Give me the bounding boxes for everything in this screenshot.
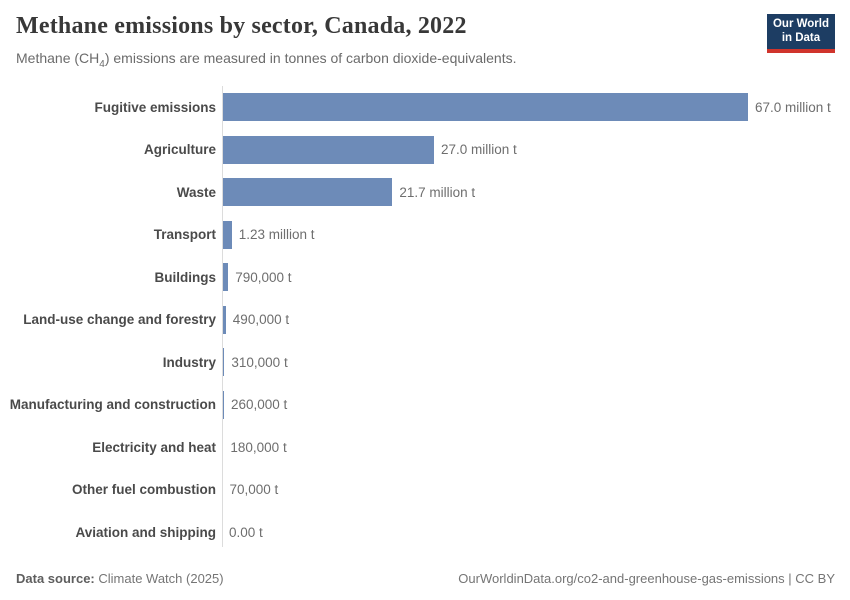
value-label: 27.0 million t: [441, 142, 517, 158]
category-label: Buildings: [154, 269, 217, 285]
subtitle-text-rest: ) emissions are measured in tonnes of ca…: [104, 50, 517, 66]
category-label: Agriculture: [143, 142, 216, 158]
bar[interactable]: [222, 220, 232, 249]
bar[interactable]: [222, 93, 748, 122]
chart-row: Other fuel combustion 70,000 t: [0, 469, 850, 512]
chart-row: Buildings 790,000 t: [0, 256, 850, 299]
value-label: 70,000 t: [229, 482, 279, 498]
value-label: 260,000 t: [231, 397, 288, 413]
bar[interactable]: [222, 305, 226, 334]
attribution-link[interactable]: OurWorldinData.org/co2-and-greenhouse-ga…: [458, 571, 835, 586]
chart-row: Waste 21.7 million t: [0, 171, 850, 214]
value-label: 1.23 million t: [238, 227, 315, 243]
category-label: Industry: [162, 354, 216, 370]
value-label: 790,000 t: [235, 269, 292, 285]
owid-logo-line2: in Data: [781, 31, 821, 44]
value-label: 67.0 million t: [755, 99, 831, 115]
chart-row: Agriculture 27.0 million t: [0, 129, 850, 172]
data-source: Data source: Climate Watch (2025): [16, 571, 224, 586]
chart-row: Fugitive emissions 67.0 million t: [0, 86, 850, 129]
y-axis-line: [222, 86, 223, 547]
subtitle-text: Methane (CH: [16, 50, 100, 66]
bar[interactable]: [222, 348, 225, 377]
chart-footer: Data source: Climate Watch (2025) OurWor…: [16, 571, 835, 586]
bar[interactable]: [222, 178, 393, 207]
bar-chart-plot: Fugitive emissions 67.0 million t Agricu…: [0, 86, 850, 554]
category-label: Manufacturing and construction: [9, 397, 216, 413]
value-label: 21.7 million t: [399, 184, 476, 200]
category-label: Land-use change and forestry: [23, 312, 216, 328]
data-source-label: Data source:: [16, 571, 95, 586]
bar[interactable]: [222, 390, 224, 419]
chart-row: Transport 1.23 million t: [0, 214, 850, 257]
category-label: Other fuel combustion: [71, 482, 216, 498]
chart-subtitle: Methane (CH4) emissions are measured in …: [16, 50, 517, 70]
value-label: 490,000 t: [232, 312, 290, 328]
owid-logo[interactable]: Our World in Data: [766, 14, 835, 53]
value-label: 180,000 t: [230, 439, 287, 455]
category-label: Fugitive emissions: [94, 99, 216, 115]
owid-logo-line1: Our World: [772, 18, 829, 30]
category-label: Waste: [176, 184, 216, 200]
value-label: 0.00 t: [229, 524, 263, 540]
bar[interactable]: [222, 263, 229, 292]
chart-title: Methane emissions by sector, Canada, 202…: [16, 13, 467, 39]
value-label: 310,000 t: [231, 354, 288, 370]
chart-row: Land-use change and forestry 490,000 t: [0, 299, 850, 342]
category-label: Electricity and heat: [92, 439, 216, 455]
subtitle-subscript: 4: [99, 58, 105, 70]
bar[interactable]: [222, 135, 434, 164]
data-source-value: Climate Watch (2025): [94, 571, 224, 586]
chart-row: Aviation and shipping 0.00 t: [0, 511, 850, 554]
category-label: Transport: [153, 227, 216, 243]
category-label: Aviation and shipping: [75, 524, 217, 540]
chart-row: Electricity and heat 180,000 t: [0, 426, 850, 469]
chart-row: Industry 310,000 t: [0, 341, 850, 384]
chart-row: Manufacturing and construction 260,000 t: [0, 384, 850, 427]
plot-rows: Fugitive emissions 67.0 million t Agricu…: [0, 86, 850, 554]
